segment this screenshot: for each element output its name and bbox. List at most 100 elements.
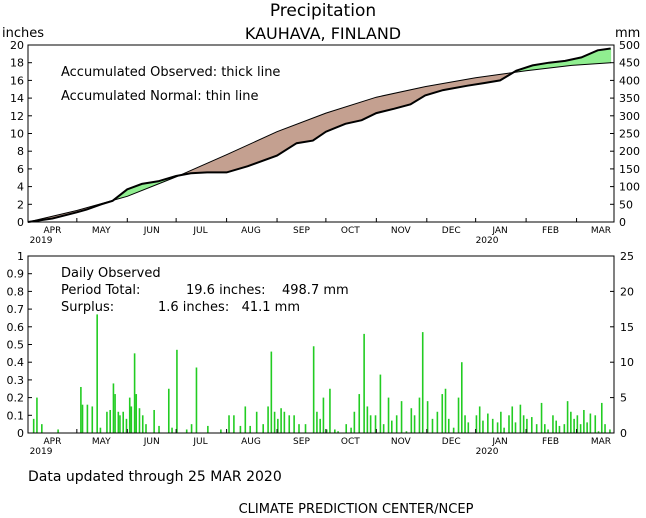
deficit-fill [267, 135, 270, 159]
month-label: NOV [391, 226, 412, 236]
deficit-fill [498, 74, 501, 81]
daily-bar [304, 424, 307, 433]
deficit-fill [195, 167, 198, 174]
deficit-fill [244, 146, 247, 167]
month-label: DEC [442, 437, 461, 447]
month-label: APR [43, 226, 61, 236]
surplus-fill [560, 61, 563, 67]
surplus-fill [592, 52, 595, 64]
daily-bar [436, 411, 439, 433]
right-tick-label: 250 [619, 128, 640, 141]
deficit-fill [262, 138, 265, 161]
daily-bar [441, 394, 444, 433]
deficit-fill [322, 114, 325, 134]
right-tick-label: 5 [620, 392, 627, 405]
left-tick-label: 14 [10, 92, 24, 105]
deficit-fill [500, 74, 503, 80]
daily-bars [32, 314, 611, 433]
surplus-fill [151, 182, 154, 187]
daily-bar [249, 425, 251, 433]
deficit-fill [54, 215, 57, 218]
deficit-fill [280, 130, 283, 154]
daily-bar [117, 411, 120, 433]
deficit-fill [464, 79, 467, 87]
daily-bar [583, 409, 585, 433]
surplus-fill [125, 189, 128, 197]
surplus-fill [522, 68, 525, 72]
left-tick-label: 6 [17, 163, 24, 176]
deficit-fill [327, 112, 330, 131]
daily-bar [135, 394, 138, 433]
daily-bar [316, 411, 318, 433]
deficit-fill [350, 105, 353, 123]
daily-bar [600, 402, 603, 433]
deficit-fill [412, 89, 415, 103]
deficit-fill [252, 142, 255, 165]
surplus-fill [566, 60, 569, 66]
deficit-fill [451, 81, 454, 89]
daily-bar [452, 427, 455, 433]
deficit-fill [371, 98, 374, 116]
deficit-fill [277, 131, 280, 156]
daily-bar [369, 415, 372, 433]
deficit-fill [389, 94, 392, 110]
month-label: OCT [341, 226, 360, 236]
deficit-fill [478, 77, 481, 84]
deficit-fill [291, 125, 294, 146]
deficit-fill [57, 214, 60, 218]
daily-bar [239, 425, 242, 433]
chart-subtitle: KAUHAVA, FINLAND [245, 24, 401, 43]
deficit-fill [340, 108, 343, 126]
right-tick-label: 400 [619, 74, 640, 87]
daily-bar [119, 415, 121, 433]
deficit-fill [281, 129, 284, 153]
deficit-fill [329, 111, 332, 131]
deficit-fill [52, 216, 55, 219]
surplus-fill [586, 54, 589, 65]
deficit-fill [444, 83, 447, 90]
daily-bar [190, 424, 193, 433]
deficit-fill [457, 80, 460, 88]
right-tick-label: 150 [619, 163, 640, 176]
daily-bar [460, 362, 463, 433]
daily-bar [400, 401, 403, 433]
deficit-fill [405, 90, 408, 106]
surplus-fill [599, 49, 602, 64]
deficit-fill [298, 123, 301, 143]
surplus-fill [555, 61, 558, 68]
surplus-fill [529, 66, 532, 71]
daily-bar [195, 367, 198, 433]
deficit-fill [496, 74, 499, 81]
year-label: 2019 [30, 236, 53, 246]
month-label: JUN [143, 226, 160, 236]
deficit-fill [213, 160, 216, 173]
left-tick-label: 0.2 [7, 392, 25, 405]
month-label: JAN [491, 226, 507, 236]
daily-bar [496, 422, 499, 433]
deficit-fill [197, 167, 200, 173]
daily-bar [32, 418, 35, 433]
month-label: JUL [192, 437, 207, 447]
deficit-fill [307, 119, 311, 142]
deficit-fill [431, 85, 434, 94]
deficit-fill [254, 141, 257, 164]
deficit-fill [265, 136, 268, 160]
daily-bar [514, 422, 517, 433]
deficit-fill [355, 103, 358, 122]
deficit-fill [491, 75, 494, 82]
left-axis-unit: inches [2, 26, 44, 41]
surplus-fill [117, 196, 120, 199]
surplus-fill [128, 188, 131, 196]
daily-bar [337, 431, 339, 433]
surplus-fill [548, 62, 551, 68]
daily-bar [145, 424, 147, 433]
daily-bar [482, 420, 484, 433]
deficit-fill [342, 107, 345, 125]
deficit-fill [351, 104, 354, 123]
deficit-fill [264, 137, 267, 161]
deficit-fill [334, 110, 337, 129]
daily-bar [128, 397, 131, 433]
daily-bar [526, 418, 528, 433]
deficit-fill [436, 84, 439, 92]
